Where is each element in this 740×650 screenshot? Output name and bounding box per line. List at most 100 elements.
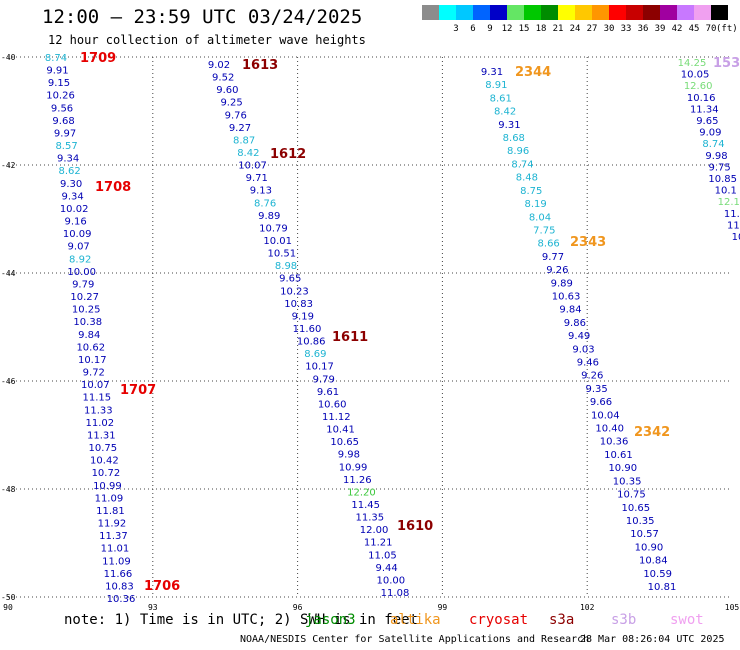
wave-height-value: 8.48 (516, 173, 538, 184)
wave-height-value: 9.84 (78, 330, 100, 341)
wave-height-value: 10.51 (268, 249, 297, 260)
wave-height-value: 9.89 (551, 278, 573, 289)
pass-time-label: 2344 (515, 65, 551, 80)
wave-height-value: 10.25 (72, 305, 101, 316)
wave-height-value: 10.75 (89, 443, 118, 454)
wave-height-value: 9.97 (54, 128, 76, 139)
wave-height-value: 11. (724, 209, 740, 220)
wave-height-value: 10.62 (76, 342, 105, 353)
wave-height-value: 10.04 (591, 410, 620, 421)
wave-height-value: 11.01 (101, 544, 130, 555)
legend-swatch (558, 5, 575, 20)
wave-height-value: 11.92 (98, 519, 127, 530)
legend-tick-label: 33 (621, 24, 632, 34)
wave-height-value: 10.17 (78, 355, 107, 366)
wave-height-value: 9.35 (585, 384, 607, 395)
legend-swatch (575, 5, 592, 20)
wave-height-value: 9.77 (542, 252, 564, 263)
wave-height-value: 10.17 (305, 362, 334, 373)
wave-height-value: 9.09 (699, 128, 721, 139)
legend-tick-label: 18 (536, 24, 547, 34)
longitude-label: 96 (293, 603, 303, 610)
wave-height-value: 9.13 (250, 186, 272, 197)
wave-height-value: 10.27 (70, 292, 99, 303)
wave-height-value: 12.20 (347, 487, 376, 498)
longitude-label: 105 (725, 603, 740, 610)
wave-height-value: 11.21 (364, 538, 393, 549)
wave-height-value: 9.02 (208, 60, 230, 71)
pass-time-label: 1613 (242, 58, 278, 73)
wave-height-value: 9.27 (229, 123, 251, 134)
wave-height-value: 8.57 (55, 141, 77, 152)
wave-height-value: 9.49 (568, 331, 590, 342)
latitude-label: -40 (1, 53, 16, 62)
wave-height-value: 14.25 (678, 58, 707, 69)
wave-height-value: 9.84 (559, 305, 581, 316)
wave-height-value: 7.75 (533, 225, 555, 236)
wave-height-value: 11.26 (343, 475, 372, 486)
wave-height-value: 10.83 (105, 581, 134, 592)
wave-height-value: 10.38 (73, 317, 102, 328)
wave-height-value: 10.26 (46, 91, 75, 102)
wave-height-value: 10.60 (318, 399, 347, 410)
satellite-name-s3a: s3a (549, 612, 575, 628)
wave-height-value: 9.65 (696, 116, 718, 127)
wave-height-value: 11.31 (87, 430, 116, 441)
wave-height-value: 10.42 (90, 456, 119, 467)
wave-height-value: 11.45 (351, 500, 380, 511)
wave-height-value: 8.04 (529, 212, 551, 223)
wave-height-value: 8.66 (538, 239, 560, 250)
legend-swatch (694, 5, 711, 20)
wave-height-value: 9.15 (48, 78, 70, 89)
wave-height-value: 10.07 (81, 380, 110, 391)
legend-tick-label: 6 (470, 24, 475, 34)
wave-height-value: 9.25 (220, 98, 242, 109)
wave-height-value: 10.35 (626, 516, 655, 527)
wave-height-value: 8.87 (233, 135, 255, 146)
pass-time-label: 1611 (332, 330, 368, 345)
wave-height-value: 10.99 (93, 481, 122, 492)
legend-tick-label: 24 (570, 24, 581, 34)
wave-height-value: 10.36 (600, 437, 629, 448)
latitude-label: -42 (1, 161, 16, 170)
wave-height-value: 8.42 (237, 148, 259, 159)
timestamp: 28 Mar 08:26:04 UTC 2025 (580, 634, 725, 645)
latitude-label: -46 (1, 377, 16, 386)
legend-swatch (592, 5, 609, 20)
legend-swatch (456, 5, 473, 20)
wave-height-value: 8.74 (702, 139, 724, 150)
wave-height-value: 10.16 (687, 93, 716, 104)
wave-height-value: 10.61 (604, 450, 633, 461)
satellite-name-s3b: s3b (611, 612, 637, 628)
legend-swatch (507, 5, 524, 20)
legend-swatch (711, 5, 728, 20)
wave-height-value: 9.46 (577, 358, 599, 369)
wave-height-value: 9.60 (216, 85, 238, 96)
satellite-name-altika: altika (390, 612, 441, 628)
legend-swatch (643, 5, 660, 20)
legend-tick-label: 39 (655, 24, 666, 34)
wave-height-value: 9.79 (313, 374, 335, 385)
wave-height-value: 10.36 (107, 594, 136, 605)
wave-height-value: 9.03 (572, 344, 594, 355)
legend-tick-label: 30 (604, 24, 615, 34)
wave-height-value: 9.72 (83, 368, 105, 379)
wave-height-value: 9.34 (61, 191, 83, 202)
wave-height-value: 8.98 (275, 261, 297, 272)
wave-height-value: 9.31 (498, 120, 520, 131)
wave-height-value: 11.35 (356, 513, 385, 524)
wave-height-value: 10.01 (263, 236, 292, 247)
wave-height-map: 90 93 96 99 102 105 -40 -42 -44 -46 -48 -50 8.74 9.91… (1, 51, 740, 610)
wave-height-value: 10.99 (339, 462, 368, 473)
legend-swatch (439, 5, 456, 20)
wave-height-value: 10.85 (708, 174, 737, 185)
wave-height-value: 9.98 (338, 450, 360, 461)
wave-height-value: 9.91 (46, 66, 68, 77)
legend-swatch (524, 5, 541, 20)
legend-tick-label: 36 (638, 24, 649, 34)
wave-height-value: 9.71 (246, 173, 268, 184)
wave-height-value: 8.74 (511, 159, 533, 170)
wave-height-value: 8.62 (58, 166, 80, 177)
wave-height-value: 9.26 (546, 265, 568, 276)
pass-time-label: 153 (713, 56, 740, 71)
